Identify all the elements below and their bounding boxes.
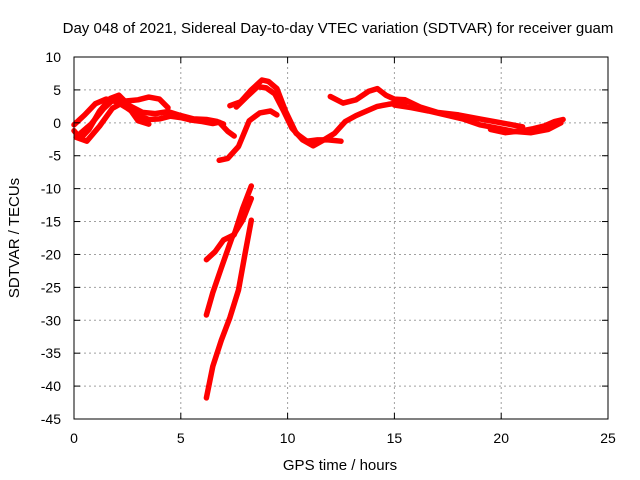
series-line-arc-j [487, 116, 566, 136]
y-tick-label: 0 [53, 115, 61, 131]
plot-frame [73, 56, 609, 420]
axis-tick-labels: 0 5 10 15 20 25 10 5 0 -5 -10 -15 -20 -25 -30 -35 -40 -45 [41, 49, 616, 446]
y-tick-label: -15 [41, 214, 61, 230]
y-tick-label: -5 [49, 148, 62, 164]
series-line-drop-a [203, 183, 255, 263]
chart-title: Day 048 of 2021, Sidereal Day-to-day VTE… [63, 20, 614, 37]
y-tick-label: -45 [41, 411, 61, 427]
x-tick-label: 25 [600, 430, 616, 446]
series-line-arc-b [71, 96, 237, 139]
series-line-drop-c [203, 217, 255, 401]
series-line-drop-b [203, 195, 255, 318]
x-axis-label: GPS time / hours [283, 457, 397, 474]
series-group [71, 77, 566, 401]
x-tick-label: 5 [177, 430, 185, 446]
y-tick-label: 10 [45, 49, 61, 65]
y-tick-label: -30 [41, 312, 61, 328]
y-tick-label: 5 [53, 82, 61, 98]
y-tick-label: -25 [41, 279, 61, 295]
y-tick-label: -20 [41, 246, 61, 262]
axis-ticks [73, 56, 609, 420]
x-tick-label: 20 [493, 430, 509, 446]
x-tick-label: 15 [387, 430, 403, 446]
series-line-arc-i [391, 102, 564, 136]
y-tick-label: -35 [41, 345, 61, 361]
series-line-arc-h [327, 85, 526, 130]
series-line-arc-f [233, 83, 408, 149]
y-tick-label: -10 [41, 181, 61, 197]
grid [74, 57, 608, 419]
series-line-arc-d [77, 93, 152, 137]
y-tick-label: -40 [41, 378, 61, 394]
x-tick-label: 10 [280, 430, 296, 446]
x-tick-label: 0 [70, 430, 78, 446]
y-axis-label: SDTVAR / TECUs [6, 178, 23, 298]
series-line-arc-g [216, 108, 280, 164]
